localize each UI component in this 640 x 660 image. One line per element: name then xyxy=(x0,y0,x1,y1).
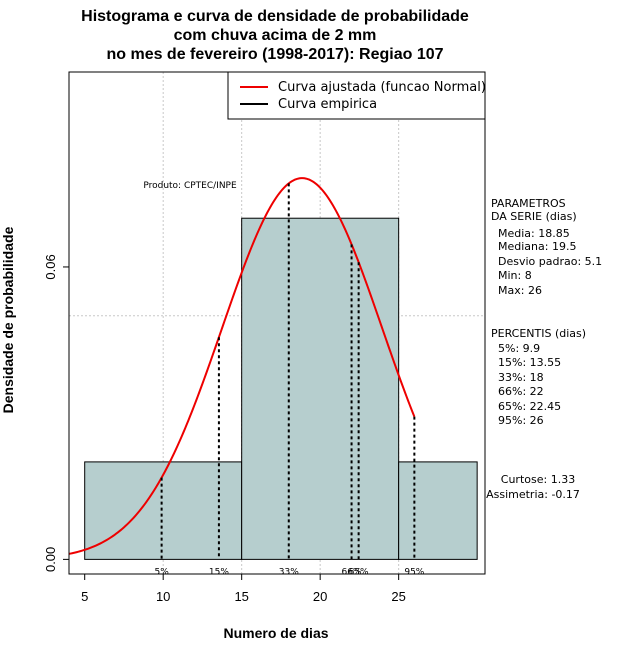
parametros-line: Min: 8 xyxy=(498,269,532,282)
x-axis-label: Numero de dias xyxy=(223,625,328,641)
x-axis-ticks: 5 10 15 20 25 xyxy=(81,574,406,604)
x-tick-label: 10 xyxy=(156,589,170,604)
percentile-label: 95% xyxy=(404,567,424,577)
parametros-heading-1: PARAMETROS xyxy=(491,197,566,210)
percentile-label: 5% xyxy=(154,567,169,577)
legend-label-empirical: Curva empirica xyxy=(278,97,377,112)
percentile-markers: 5% 15% 33% 66%65% 95% xyxy=(154,183,425,577)
x-tick-label: 5 xyxy=(81,589,88,604)
shape-stats-panel: Curtose: 1.33 Assimetria: -0.17 xyxy=(486,473,580,501)
parametros-line: Media: 18.85 xyxy=(498,227,570,240)
legend: Curva ajustada (funcao Normal) Curva emp… xyxy=(227,71,486,120)
histogram-bars xyxy=(84,217,478,560)
y-axis-ticks: 0.00 0.06 xyxy=(43,254,69,572)
parametros-line: Mediana: 19.5 xyxy=(498,240,576,253)
histogram-bar xyxy=(84,461,243,560)
chart-title-line-2: com chuva acima de 2 mm xyxy=(174,27,377,44)
percentis-line: 65%: 22.45 xyxy=(498,400,561,413)
chart-title-line-1: Histograma e curva de densidade de proba… xyxy=(81,8,469,25)
percentile-label: 15% xyxy=(209,567,229,577)
y-axis-label: Densidade de probabilidade xyxy=(0,226,16,413)
parametros-panel: PARAMETROS DA SERIE (dias) Media: 18.85 … xyxy=(491,197,602,297)
normal-curve xyxy=(68,177,416,555)
percentis-heading: PERCENTIS (dias) xyxy=(491,327,586,340)
x-tick-label: 20 xyxy=(313,589,327,604)
percentile-label: 33% xyxy=(279,567,299,577)
percentis-panel: PERCENTIS (dias) 5%: 9.9 15%: 13.55 33%:… xyxy=(491,327,586,427)
percentile-label: 65% xyxy=(349,567,369,577)
percentis-line: 5%: 9.9 xyxy=(498,342,540,355)
histogram-bar xyxy=(398,461,478,560)
legend-label-normal: Curva ajustada (funcao Normal) xyxy=(278,80,486,95)
parametros-line: Desvio padrao: 5.1 xyxy=(498,255,602,268)
y-tick-label: 0.00 xyxy=(43,547,58,572)
histogram-bar xyxy=(241,217,400,560)
parametros-heading-2: DA SERIE (dias) xyxy=(491,210,577,223)
y-tick-label: 0.06 xyxy=(43,254,58,279)
kurtosis-line: Curtose: 1.33 xyxy=(501,473,575,486)
percentis-line: 66%: 22 xyxy=(498,385,544,398)
skewness-line: Assimetria: -0.17 xyxy=(486,488,580,501)
percentis-line: 15%: 13.55 xyxy=(498,356,561,369)
normal-curve-line xyxy=(68,177,416,555)
percentile-label: 66% xyxy=(342,567,362,577)
legend-box xyxy=(227,71,486,120)
percentis-line: 33%: 18 xyxy=(498,371,544,384)
parametros-line: Max: 26 xyxy=(498,284,542,297)
chart-title-line-3: no mes de fevereiro (1998-2017): Regiao … xyxy=(106,46,443,63)
x-tick-label: 15 xyxy=(234,589,248,604)
product-label: Produto: CPTEC/INPE xyxy=(143,181,237,191)
percentis-line: 95%: 26 xyxy=(498,414,544,427)
x-tick-label: 25 xyxy=(391,589,405,604)
